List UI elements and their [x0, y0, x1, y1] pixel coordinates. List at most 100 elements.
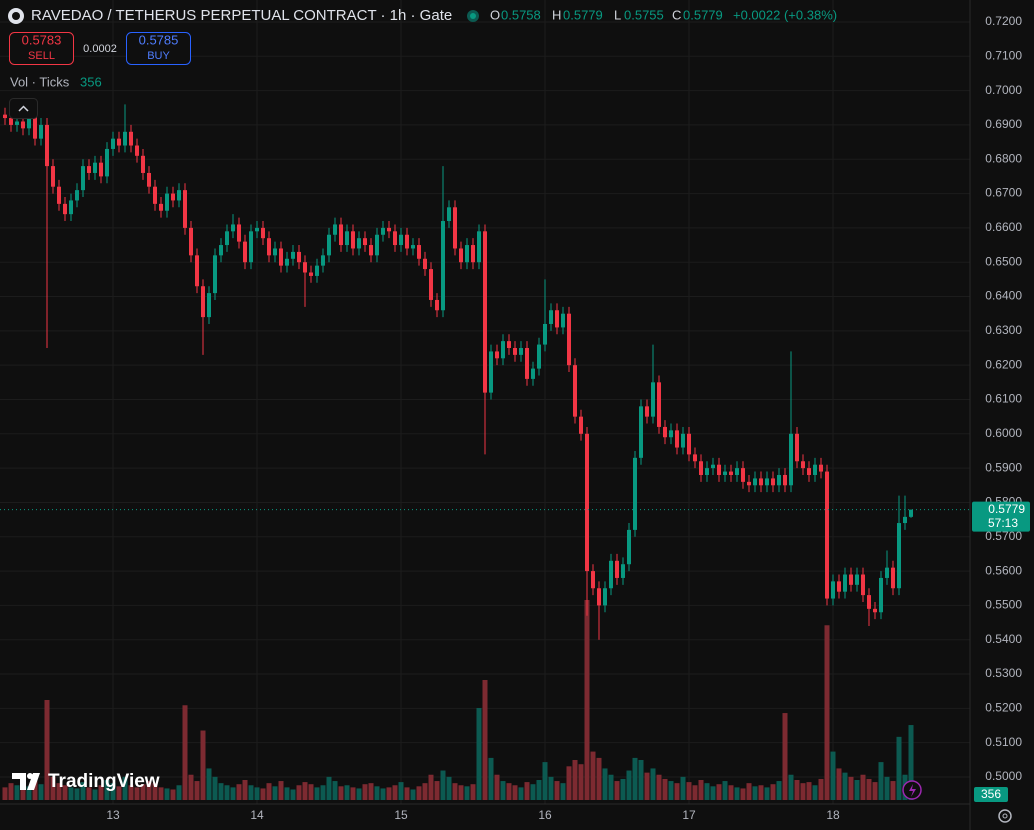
candle-body	[81, 166, 85, 191]
symbol-title[interactable]: RAVEDAO / TETHERUS PERPETUAL CONTRACT · …	[31, 7, 452, 24]
axis-layer: 0.7200 0.7100 0.7000 0.6900 0.6800 0.6700 0.66…	[0, 14, 1030, 822]
candle-body	[141, 155, 145, 173]
candle-body	[873, 608, 877, 613]
candle-body	[615, 560, 619, 578]
candle-body	[315, 265, 319, 276]
volume-bar	[416, 786, 422, 800]
y-tick-label: 0.6700	[985, 186, 1022, 200]
volume-bar	[908, 725, 914, 800]
candle-body	[669, 430, 673, 438]
legend-low: 0.5755	[624, 7, 664, 22]
volume-bar	[332, 781, 338, 800]
volume-bar	[800, 783, 806, 800]
buy-button[interactable]	[126, 32, 191, 65]
volume-bar	[380, 788, 386, 800]
volume-axis-label: 356	[981, 787, 1001, 801]
candle-body	[585, 433, 589, 572]
volume-bar	[644, 772, 650, 800]
candle-body	[639, 406, 643, 458]
candle-body	[573, 365, 577, 417]
candle-body	[429, 269, 433, 300]
candle-body	[825, 471, 829, 599]
candle-body	[3, 114, 7, 119]
candle-body	[171, 193, 175, 201]
candle-body	[411, 245, 415, 249]
volume-bar	[572, 760, 578, 800]
volume-bar	[224, 785, 230, 800]
volume-bar	[176, 785, 182, 800]
candle-body	[123, 131, 127, 146]
volume-bar	[404, 787, 410, 800]
volume-bar	[8, 783, 14, 800]
candle-body	[531, 368, 535, 379]
y-tick-label: 0.7100	[985, 48, 1022, 62]
volume-bar	[188, 774, 194, 800]
volume-bar	[92, 789, 98, 800]
candle-body	[105, 148, 109, 177]
candle-body	[195, 255, 199, 287]
volume-bar	[602, 768, 608, 800]
volume-bar	[170, 789, 176, 800]
status-dot-inner	[470, 13, 476, 19]
volume-bar	[242, 780, 248, 800]
volume-bar	[764, 787, 770, 800]
volume-bar	[782, 713, 788, 800]
candle-body	[297, 251, 301, 263]
candle-body	[393, 231, 397, 246]
volume-bar	[806, 782, 812, 800]
volume-bar	[422, 783, 428, 800]
volume-bar	[314, 787, 320, 800]
candle-body	[207, 293, 211, 318]
settings-icon[interactable]	[998, 809, 1012, 823]
sell-button[interactable]	[9, 32, 74, 65]
collapse-button[interactable]	[9, 98, 38, 119]
volume-bar	[830, 751, 836, 800]
candle-body	[723, 471, 727, 475]
volume-bar	[32, 781, 38, 800]
collapse-icon	[18, 105, 29, 112]
candle-body	[309, 272, 313, 276]
volume-bar	[566, 766, 572, 800]
candle-body	[273, 248, 277, 256]
volume-bar	[206, 768, 212, 800]
legend-change: +0.0022 (+0.38%)	[733, 7, 837, 22]
y-tick-label: 0.7000	[985, 83, 1022, 97]
volume-bar	[152, 783, 158, 800]
countdown: 57:13	[988, 516, 1018, 530]
y-tick-label: 0.5900	[985, 460, 1022, 474]
candle-body	[735, 468, 739, 475]
y-tick-label: 0.5000	[985, 769, 1022, 783]
x-tick-label: 13	[106, 808, 120, 822]
volume-bar	[638, 760, 644, 800]
candle-body	[591, 571, 595, 589]
candle-body	[447, 207, 451, 222]
y-tick-label: 0.6800	[985, 151, 1022, 165]
candle-body	[837, 581, 841, 592]
candle-body	[117, 138, 121, 146]
candle-body	[543, 323, 547, 345]
volume-bar	[896, 736, 902, 800]
symbol-icon-inner	[12, 12, 20, 20]
volume-bar	[86, 787, 92, 800]
volume-layer	[2, 600, 914, 800]
candle-body	[843, 574, 847, 592]
volume-bar	[140, 784, 146, 800]
volume-bar	[476, 708, 482, 800]
volume-bar	[254, 787, 260, 800]
volume-bar	[248, 785, 254, 800]
candle-body	[759, 478, 763, 486]
y-tick-label: 0.6900	[985, 117, 1022, 131]
candle-body	[819, 464, 823, 472]
candle-body	[885, 567, 889, 578]
volume-bar	[794, 780, 800, 800]
volume-bar	[728, 785, 734, 800]
volume-bar	[842, 772, 848, 800]
candle-body	[51, 166, 55, 187]
candle-body	[255, 227, 259, 232]
candle-body	[93, 162, 97, 173]
candle-body	[579, 416, 583, 434]
volume-bar	[488, 757, 494, 800]
spread: 0.0002	[83, 43, 117, 55]
volume-bar	[182, 705, 188, 800]
volume-bar	[650, 768, 656, 800]
